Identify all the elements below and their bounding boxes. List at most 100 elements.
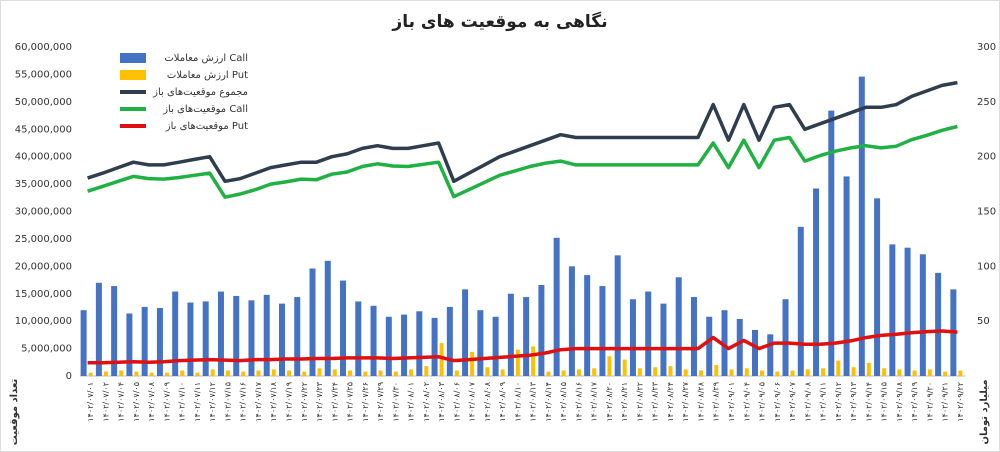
x-tick-label: ۱۴۰۲/۰۷/۲۹ — [376, 382, 385, 422]
bar — [233, 295, 240, 376]
x-tick-label: ۱۴۰۲/۰۸/۲۱ — [620, 382, 629, 422]
bar — [760, 370, 765, 376]
bar — [813, 188, 820, 376]
y2-tick-label: 250 — [977, 97, 996, 108]
y2-tick-label: 300 — [977, 42, 996, 53]
x-tick-label: ۱۴۰۲/۰۸/۰۱ — [407, 382, 416, 422]
bar — [690, 297, 697, 376]
line — [87, 80, 958, 184]
y2-tick-label: 150 — [977, 207, 996, 218]
y-tick-label: 10,000,000 — [15, 316, 72, 327]
y-axis-title: تعداد موقعیت — [9, 378, 20, 445]
bar — [889, 244, 896, 376]
y-tick-label: 15,000,000 — [15, 289, 72, 300]
bar — [599, 286, 606, 376]
bar — [729, 369, 734, 376]
bar — [225, 370, 230, 376]
bar — [736, 318, 743, 376]
x-tick-label: ۱۴۰۲/۰۹/۱۸ — [895, 381, 904, 421]
x-tick-label: ۱۴۰۲/۰۷/۰۵ — [132, 382, 141, 422]
x-tick-label: ۱۴۰۲/۰۷/۰۱ — [86, 382, 95, 422]
bar — [80, 310, 87, 376]
y-tick-label: 20,000,000 — [15, 261, 72, 272]
bar — [744, 368, 749, 376]
bar — [790, 370, 795, 376]
bar — [256, 370, 261, 376]
bar — [172, 291, 179, 376]
bar — [660, 303, 667, 376]
bar — [149, 372, 154, 376]
x-tick-label: ۱۴۰۲/۰۸/۰۸ — [483, 381, 492, 421]
x-tick-label: ۱۴۰۲/۰۸/۱۶ — [574, 382, 583, 422]
y-tick-label: 60,000,000 — [15, 42, 72, 53]
bar — [821, 368, 826, 376]
bar — [561, 370, 566, 376]
y-tick-label: 0 — [66, 371, 72, 382]
x-tick-label: ۱۴۰۲/۰۷/۰۹ — [162, 382, 171, 422]
x-tick-label: ۱۴۰۲/۰۹/۰۶ — [773, 382, 782, 422]
bar — [668, 366, 673, 376]
bar — [553, 237, 560, 376]
x-tick-label: ۱۴۰۲/۰۹/۱۱ — [819, 382, 828, 422]
bar — [309, 268, 316, 376]
x-tick-label: ۱۴۰۲/۰۷/۱۵ — [223, 382, 232, 422]
x-tick-label: ۱۴۰۲/۰۹/۰۵ — [758, 382, 767, 422]
x-tick-label: ۱۴۰۲/۰۷/۰۲ — [101, 382, 110, 422]
x-tick-label: ۱۴۰۲/۰۹/۱۴ — [864, 382, 873, 422]
bar — [401, 314, 408, 376]
bar — [507, 293, 514, 376]
legend-label: موقعیت‌های باز Put — [165, 121, 248, 132]
bar — [836, 360, 841, 376]
y-tick-label: 50,000,000 — [15, 97, 72, 108]
x-tick-label: ۱۴۰۲/۰۸/۲۷ — [681, 381, 690, 421]
bar — [103, 371, 108, 376]
x-tick-label: ۱۴۰۲/۰۸/۰۳ — [437, 381, 446, 421]
legend-label: ارزش معاملات Call — [164, 53, 248, 64]
x-tick-label: ۱۴۰۲/۰۹/۱۵ — [880, 382, 889, 422]
bar — [866, 362, 871, 376]
x-tick-label: ۱۴۰۲/۰۹/۰۷ — [788, 381, 797, 421]
bar — [592, 368, 597, 376]
chart-title: نگاهی به موقعیت های باز — [391, 11, 607, 32]
bar — [263, 294, 270, 376]
bar — [340, 280, 347, 376]
bar — [576, 369, 581, 376]
x-tick-label: ۱۴۰۲/۰۹/۰۱ — [727, 382, 736, 422]
bar — [797, 226, 804, 376]
bar — [912, 370, 917, 376]
x-tick-label: ۱۴۰۲/۰۹/۱۹ — [910, 382, 919, 422]
y2-tick-label: 50 — [977, 316, 990, 327]
bar — [919, 254, 926, 376]
bar — [607, 356, 612, 376]
bar — [629, 299, 636, 376]
x-tick-label: ۱۴۰۲/۰۸/۱۵ — [559, 382, 568, 422]
bar — [271, 369, 276, 376]
y-tick-label: 25,000,000 — [15, 234, 72, 245]
x-tick-label: ۱۴۰۲/۰۸/۲۸ — [696, 381, 705, 421]
bar — [164, 372, 169, 376]
x-tick-label: ۱۴۰۲/۰۷/۳۰ — [391, 382, 400, 422]
x-tick-label: ۱۴۰۲/۰۹/۱۳ — [849, 381, 858, 421]
x-tick-label: ۱۴۰۲/۰۷/۱۶ — [239, 382, 248, 422]
x-tick-label: ۱۴۰۲/۰۸/۱۴ — [544, 382, 553, 422]
bar — [882, 368, 887, 376]
x-tick-label: ۱۴۰۲/۰۸/۰۷ — [468, 381, 477, 421]
x-tick-label: ۱۴۰۲/۰۷/۱۸ — [269, 381, 278, 421]
x-tick-label: ۱۴۰۲/۰۷/۱۱ — [193, 382, 202, 422]
bar — [492, 316, 499, 376]
x-tick-label: ۱۴۰۲/۰۷/۱۹ — [284, 382, 293, 422]
bar — [828, 110, 835, 377]
bar — [843, 176, 850, 376]
bar — [363, 371, 368, 376]
bar — [302, 371, 307, 376]
x-tick-label: ۱۴۰۲/۰۷/۲۴ — [330, 382, 339, 422]
bar — [217, 291, 224, 376]
legend-label: موقعیت‌های باز Call — [162, 104, 248, 115]
x-tick-label: ۱۴۰۲/۰۷/۲۶ — [361, 382, 370, 422]
x-tick-label: ۱۴۰۲/۰۹/۱۲ — [834, 382, 843, 422]
bar — [477, 310, 484, 376]
bar — [958, 370, 963, 376]
bar — [134, 371, 139, 376]
bar — [805, 369, 810, 376]
